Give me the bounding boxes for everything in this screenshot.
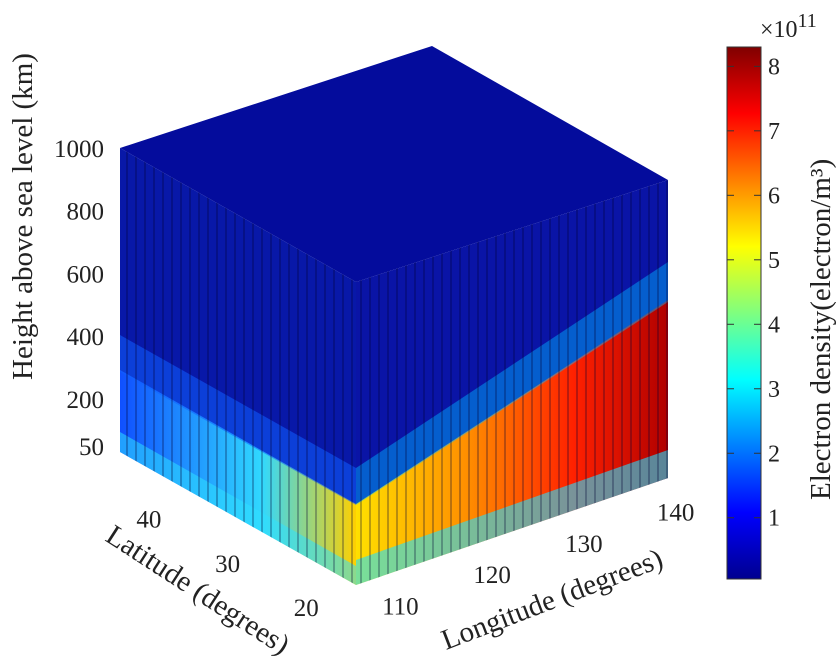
height-axis-label: Height above sea level (km): [7, 53, 39, 380]
colorbar-label: Electron density(electron/m³): [805, 159, 837, 500]
longitude-axis-label: Longitude (degrees): [437, 543, 667, 657]
right-face-stripes: [356, 180, 668, 585]
longitude-tick-120: 120: [473, 562, 511, 589]
colorbar: 1 2 3 4 5 6 7 8 ×1011 Electron density(electron…: [726, 10, 837, 580]
colorbar-tick-8: 8: [768, 54, 780, 80]
latitude-tick-30: 30: [215, 551, 240, 578]
longitude-axis-ticks: 110 120 130 140: [382, 499, 694, 620]
colorbar-tick-5: 5: [768, 248, 780, 274]
latitude-axis-ticks: 20 30 40: [136, 506, 318, 622]
height-axis-ticks: 50 200 400 600 800 1000: [54, 136, 104, 461]
height-tick-50: 50: [79, 434, 104, 461]
height-tick-1000: 1000: [54, 136, 104, 163]
colorbar-tick-7: 7: [768, 119, 780, 145]
colorbar-exponent: ×1011: [760, 10, 817, 43]
latitude-tick-20: 20: [294, 595, 319, 622]
top-face: [120, 46, 668, 282]
height-tick-400: 400: [67, 324, 105, 351]
height-tick-600: 600: [67, 261, 105, 288]
colorbar-tick-4: 4: [768, 312, 780, 338]
colorbar-tick-3: 3: [768, 377, 780, 403]
longitude-tick-110: 110: [382, 594, 419, 621]
colorbar-ticks: 1 2 3 4 5 6 7 8: [727, 54, 780, 532]
colorbar-bar: [726, 46, 762, 580]
height-tick-800: 800: [67, 199, 105, 226]
latitude-tick-40: 40: [136, 506, 161, 533]
colorbar-tick-6: 6: [768, 183, 780, 209]
colorbar-exponent-power: 11: [798, 10, 817, 32]
colorbar-tick-1: 1: [768, 506, 780, 532]
longitude-tick-140: 140: [657, 499, 695, 526]
height-tick-200: 200: [67, 387, 105, 414]
latitude-axis-label: Latitude (degrees): [100, 519, 295, 659]
volume-cube: [120, 46, 668, 585]
longitude-tick-130: 130: [565, 531, 603, 558]
colorbar-exponent-base: ×10: [760, 17, 798, 43]
colorbar-tick-2: 2: [768, 441, 780, 467]
left-face-stripes: [120, 148, 356, 585]
